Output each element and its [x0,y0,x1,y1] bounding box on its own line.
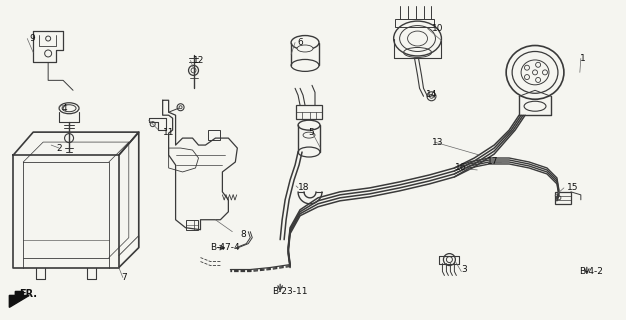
Text: 9: 9 [29,34,35,43]
Text: 12: 12 [193,56,204,65]
Text: 10: 10 [431,24,443,33]
Text: 6: 6 [297,38,303,47]
Bar [185,220,198,230]
Text: 13: 13 [431,138,443,147]
Bar [394,19,434,27]
Text: 16: 16 [455,164,467,172]
Bar [296,105,322,119]
Text: 3: 3 [461,265,467,274]
Text: 4: 4 [61,104,67,113]
Text: B-47-4: B-47-4 [210,243,240,252]
Text: B-23-11: B-23-11 [272,287,307,296]
Ellipse shape [297,45,313,52]
Text: 14: 14 [426,90,437,99]
Text: FR.: FR. [19,289,38,300]
Bar [208,130,220,140]
Text: 1: 1 [580,54,585,63]
Text: 18: 18 [298,183,310,192]
Text: 11: 11 [163,128,174,137]
Text: 8: 8 [240,230,246,239]
Bar [555,192,571,204]
Text: 7: 7 [121,273,126,282]
Text: 17: 17 [487,157,499,166]
Text: 5: 5 [308,128,314,137]
Text: 2: 2 [56,144,62,153]
Text: 15: 15 [567,183,578,192]
Polygon shape [9,292,29,307]
Text: B-4-2: B-4-2 [579,267,603,276]
